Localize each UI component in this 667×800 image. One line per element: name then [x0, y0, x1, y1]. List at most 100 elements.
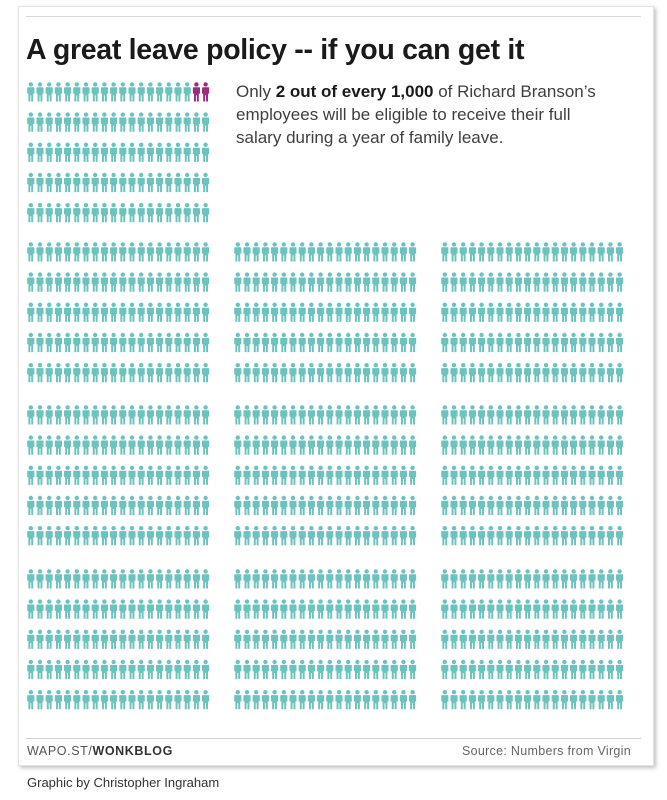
employee-icon [335, 569, 343, 589]
employee-icon [110, 242, 118, 262]
employee-icon [372, 332, 380, 353]
employee-icon [82, 362, 90, 383]
employee-icon [146, 242, 154, 262]
employee-icon [146, 599, 154, 619]
employee-icon [570, 435, 578, 455]
employee-icon [344, 405, 352, 425]
employee-icon [271, 495, 279, 516]
employee-icon [45, 569, 53, 589]
employee-icon [234, 525, 242, 546]
employee-icon [156, 202, 164, 223]
employee-icon [298, 272, 306, 292]
employee-icon [551, 332, 559, 353]
employee-icon [533, 659, 541, 680]
employee-icon [54, 405, 62, 425]
employee-icon [335, 659, 343, 680]
employee-icon [119, 405, 127, 425]
employee-icon [468, 332, 476, 353]
employee-icon [146, 405, 154, 425]
employee-icon [344, 495, 352, 516]
employee-icon [597, 495, 605, 516]
employee-icon [156, 112, 164, 132]
eligible-employee-icon [202, 82, 210, 102]
employee-icon [399, 302, 407, 322]
employee-icon [399, 435, 407, 455]
employee-icon [570, 242, 578, 262]
employee-icon [381, 362, 389, 383]
employee-icon [64, 272, 72, 292]
employee-icon [82, 242, 90, 262]
employee-icon [450, 495, 458, 516]
employee-icon [289, 435, 297, 455]
employee-icon [64, 629, 72, 649]
employee-icon [560, 405, 568, 425]
employee-icon [381, 569, 389, 589]
employee-icon [165, 525, 173, 546]
employee-icon [82, 302, 90, 322]
employee-icon [597, 435, 605, 455]
employee-icon [441, 599, 449, 619]
employee-icon [441, 525, 449, 546]
employee-icon [165, 629, 173, 649]
employee-icon [54, 112, 62, 132]
employee-icon [243, 332, 251, 353]
employee-icon [542, 242, 550, 262]
employee-icon [298, 599, 306, 619]
employee-icon [82, 272, 90, 292]
employee-icon [243, 302, 251, 322]
employee-icon [399, 272, 407, 292]
employee-icon [110, 202, 118, 223]
employee-icon [496, 242, 504, 262]
employee-icon [409, 272, 417, 292]
employee-icon [110, 629, 118, 649]
employee-icon [156, 142, 164, 162]
employee-icon [344, 689, 352, 710]
employee-icon [317, 525, 325, 546]
employee-icon [156, 689, 164, 710]
employee-icon [317, 599, 325, 619]
employee-icon [64, 659, 72, 680]
employee-icon [137, 659, 145, 680]
employee-icon [468, 405, 476, 425]
employee-icon [128, 465, 136, 485]
employee-icon [54, 435, 62, 455]
employee-icon [91, 495, 99, 516]
employee-icon [73, 659, 81, 680]
employee-icon [326, 629, 334, 649]
employee-icon [409, 599, 417, 619]
employee-icon [459, 435, 467, 455]
employee-icon [36, 465, 44, 485]
employee-icon [54, 465, 62, 485]
employee-icon [137, 405, 145, 425]
employee-icon [390, 272, 398, 292]
employee-icon [335, 302, 343, 322]
employee-icon [261, 272, 269, 292]
employee-icon [54, 689, 62, 710]
employee-icon [36, 82, 44, 102]
employee-icon [165, 142, 173, 162]
employee-icon [54, 659, 62, 680]
employee-icon [202, 332, 210, 353]
employee-icon [579, 525, 587, 546]
employee-icon [271, 465, 279, 485]
employee-icon [514, 495, 522, 516]
employee-icon [146, 202, 154, 223]
employee-icon [82, 202, 90, 223]
employee-icon [174, 435, 182, 455]
employee-icon [524, 689, 532, 710]
employee-icon [156, 435, 164, 455]
employee-icon [496, 465, 504, 485]
employee-icon [261, 465, 269, 485]
employee-icon [390, 242, 398, 262]
employee-icon [183, 525, 191, 546]
employee-icon [326, 495, 334, 516]
employee-icon [381, 272, 389, 292]
employee-icon [73, 142, 81, 162]
employee-icon [579, 362, 587, 383]
employee-icon [100, 569, 108, 589]
employee-icon [560, 495, 568, 516]
employee-icon [100, 272, 108, 292]
employee-icon [27, 142, 35, 162]
employee-icon [560, 435, 568, 455]
employee-icon [487, 242, 495, 262]
